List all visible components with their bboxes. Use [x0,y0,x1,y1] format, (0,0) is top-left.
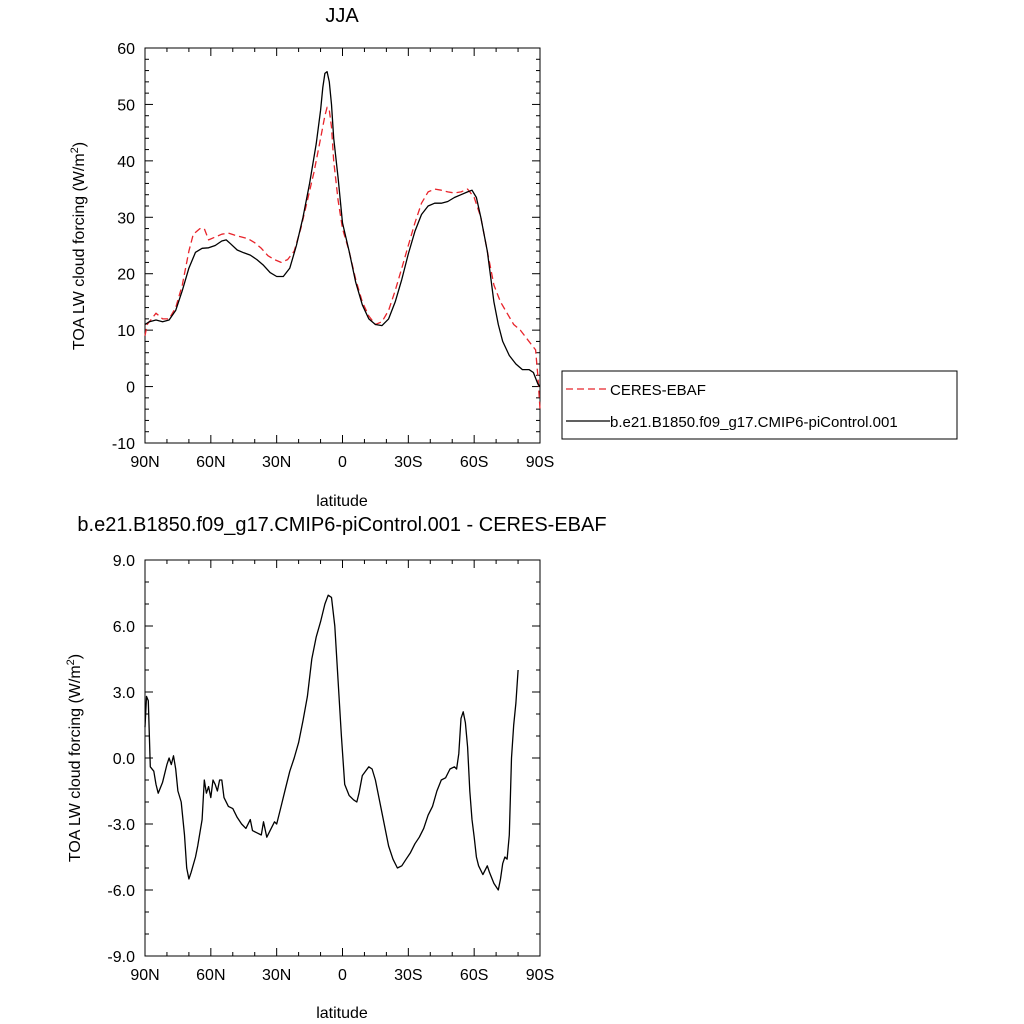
top-chart: JJA 90N 60N 30N 0 30S 60S 90S -10 0 10 20 30 40 50 60… [69,5,958,510]
bottom-chart-y-tick-label: -9.0 [107,949,135,966]
top-chart-title: JJA [325,5,359,27]
top-chart-x-tick-label: 30S [394,454,422,471]
bottom-chart-x-tick-label: 60S [460,967,488,984]
top-chart-y-axis-label-main: TOA LW cloud forcing (W/m [71,153,88,350]
top-chart-y-tick-label: 20 [117,267,135,284]
top-chart-plot-frame [144,47,541,444]
bottom-chart-y-axis-label-main: TOA LW cloud forcing (W/m [67,665,84,862]
top-chart-y-axis-label: TOA LW cloud forcing (W/m2) [69,142,88,350]
top-chart-series-line-ceres-ebaf [144,106,541,410]
legend-label-ceres-ebaf: CERES-EBAF [610,382,706,399]
top-chart-x-tick-label: 0 [338,454,347,471]
top-chart-y-axis-label-tail: ) [71,142,88,147]
top-chart-y-tick-label: -10 [112,436,135,453]
top-chart-y-tick-label: 40 [117,154,135,171]
bottom-chart-x-tick-labels: 90N 60N 30N 0 30S 60S 90S [130,967,554,984]
top-chart-y-tick-labels: -10 0 10 20 30 40 50 60 [112,41,135,453]
legend: CERES-EBAF b.e21.B1850.f09_g17.CMIP6-piC… [561,370,958,440]
top-chart-x-tick-label: 60N [196,454,225,471]
bottom-chart-series-line-series-0 [144,594,519,891]
top-chart-x-axis-label: latitude [316,493,368,510]
bottom-chart-series-lines [144,594,519,891]
bottom-chart-y-axis-label: TOA LW cloud forcing (W/m2) [65,654,84,862]
top-chart-x-tick-label: 90S [526,454,554,471]
bottom-chart-y-tick-label: 6.0 [113,619,135,636]
bottom-chart: b.e21.B1850.f09_g17.CMIP6-piControl.001 … [65,514,607,1022]
bottom-chart-y-tick-label: -3.0 [107,817,135,834]
bottom-chart-x-tick-label: 90S [526,967,554,984]
top-chart-series-line-b-e21-b1850-f09-g17-cmip6-picontrol-001 [144,71,541,388]
top-chart-x-tick-label: 30N [262,454,291,471]
bottom-chart-y-tick-labels: -9.0 -6.0 -3.0 0.0 3.0 6.0 9.0 [107,553,135,966]
bottom-chart-y-tick-label: 0.0 [113,751,135,768]
bottom-chart-y-axis-label-tail: ) [67,654,84,659]
top-chart-x-tick-label: 90N [130,454,159,471]
top-chart-y-tick-label: 60 [117,41,135,58]
bottom-chart-title: b.e21.B1850.f09_g17.CMIP6-piControl.001 … [77,514,606,536]
legend-box [561,370,958,440]
legend-label-model: b.e21.B1850.f09_g17.CMIP6-piControl.001 [610,414,898,431]
bottom-chart-y-axis-label-superscript: 2 [65,659,77,665]
bottom-chart-y-tick-label: 9.0 [113,553,135,570]
top-chart-ticks [144,47,541,444]
bottom-chart-x-tick-label: 30N [262,967,291,984]
top-chart-series-lines [144,71,541,410]
top-chart-x-tick-labels: 90N 60N 30N 0 30S 60S 90S [130,454,554,471]
bottom-chart-x-tick-label: 90N [130,967,159,984]
top-chart-y-tick-label: 0 [126,380,135,397]
bottom-chart-x-tick-label: 60N [196,967,225,984]
top-chart-y-tick-label: 10 [117,323,135,340]
top-chart-y-tick-label: 50 [117,97,135,114]
bottom-chart-x-tick-label: 0 [338,967,347,984]
bottom-chart-y-tick-label: 3.0 [113,685,135,702]
bottom-chart-x-axis-label: latitude [316,1005,368,1022]
top-chart-x-tick-label: 60S [460,454,488,471]
top-chart-y-axis-label-superscript: 2 [69,147,81,153]
top-chart-y-tick-label: 30 [117,210,135,227]
bottom-chart-y-tick-label: -6.0 [107,883,135,900]
bottom-chart-x-tick-label: 30S [394,967,422,984]
